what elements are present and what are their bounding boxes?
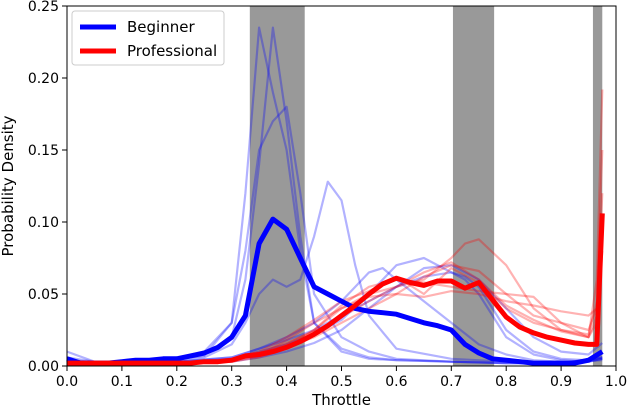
y-tick-label: 0.15 <box>28 143 59 159</box>
x-tick-label: 0.2 <box>166 374 188 390</box>
y-axis-label: Probability Density <box>0 115 17 256</box>
x-tick-label: 0.5 <box>330 374 352 390</box>
mean-curves <box>66 213 605 366</box>
x-tick-label: 0.9 <box>550 374 572 390</box>
x-tick-label: 0.8 <box>495 374 517 390</box>
x-tick-label: 0.1 <box>111 374 133 390</box>
x-tick-label: 1.0 <box>605 374 627 390</box>
x-tick-label: 0.0 <box>56 374 78 390</box>
professional-individual-curve-1 <box>67 149 604 365</box>
x-tick-label: 0.6 <box>385 374 407 390</box>
x-axis-label: Throttle <box>311 391 371 409</box>
x-tick-label: 0.4 <box>275 374 297 390</box>
y-tick-label: 0.10 <box>28 215 59 231</box>
y-axis-ticks: 0.00 0.05 0.10 0.15 0.20 0.25 <box>28 0 67 375</box>
legend: Beginner Professional <box>71 10 225 66</box>
professional-mean-curve <box>67 213 605 366</box>
beginner-mean-curve <box>66 216 604 366</box>
professional-individual-curve-4 <box>67 193 604 365</box>
y-tick-label: 0.05 <box>28 287 59 303</box>
x-tick-label: 0.3 <box>221 374 243 390</box>
shaded-region-1 <box>452 6 495 366</box>
shaded-region-2 <box>592 6 603 366</box>
y-tick-label: 0.00 <box>28 359 59 375</box>
x-tick-label: 0.7 <box>440 374 462 390</box>
shaded-region-0 <box>249 6 305 366</box>
individual-curves <box>66 26 604 365</box>
shaded-regions <box>249 6 603 366</box>
y-tick-label: 0.20 <box>28 71 59 87</box>
legend-label-beginner: Beginner <box>127 18 195 36</box>
legend-label-professional: Professional <box>127 42 217 60</box>
x-axis-ticks: 0.0 0.1 0.2 0.3 0.4 0.5 0.6 0.7 0.8 0.9 1.0 <box>56 366 627 390</box>
beginner-individual-curve-3 <box>66 180 603 365</box>
y-tick-label: 0.25 <box>28 0 59 15</box>
